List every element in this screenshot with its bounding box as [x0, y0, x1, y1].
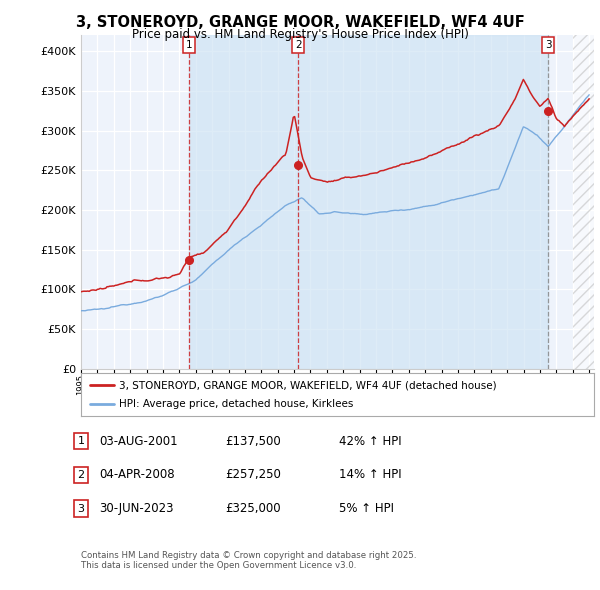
Text: HPI: Average price, detached house, Kirklees: HPI: Average price, detached house, Kirk… — [119, 399, 354, 409]
Text: 42% ↑ HPI: 42% ↑ HPI — [339, 435, 401, 448]
Text: 3, STONEROYD, GRANGE MOOR, WAKEFIELD, WF4 4UF: 3, STONEROYD, GRANGE MOOR, WAKEFIELD, WF… — [76, 15, 524, 30]
Text: Price paid vs. HM Land Registry's House Price Index (HPI): Price paid vs. HM Land Registry's House … — [131, 28, 469, 41]
Text: 30-JUN-2023: 30-JUN-2023 — [99, 502, 173, 515]
Bar — [298, 35, 548, 369]
Text: Contains HM Land Registry data © Crown copyright and database right 2025.
This d: Contains HM Land Registry data © Crown c… — [81, 551, 416, 571]
Text: 2: 2 — [295, 40, 302, 50]
Bar — [189, 35, 298, 369]
Text: 5% ↑ HPI: 5% ↑ HPI — [339, 502, 394, 515]
Text: 14% ↑ HPI: 14% ↑ HPI — [339, 468, 401, 481]
Text: £137,500: £137,500 — [225, 435, 281, 448]
Text: 3: 3 — [545, 40, 551, 50]
Text: 04-APR-2008: 04-APR-2008 — [99, 468, 175, 481]
Text: 03-AUG-2001: 03-AUG-2001 — [99, 435, 178, 448]
Text: 1: 1 — [77, 437, 85, 446]
Text: 3: 3 — [77, 504, 85, 513]
Text: £257,250: £257,250 — [225, 468, 281, 481]
Text: 2: 2 — [77, 470, 85, 480]
Text: 3, STONEROYD, GRANGE MOOR, WAKEFIELD, WF4 4UF (detached house): 3, STONEROYD, GRANGE MOOR, WAKEFIELD, WF… — [119, 381, 497, 391]
Text: £325,000: £325,000 — [225, 502, 281, 515]
Text: 1: 1 — [185, 40, 192, 50]
